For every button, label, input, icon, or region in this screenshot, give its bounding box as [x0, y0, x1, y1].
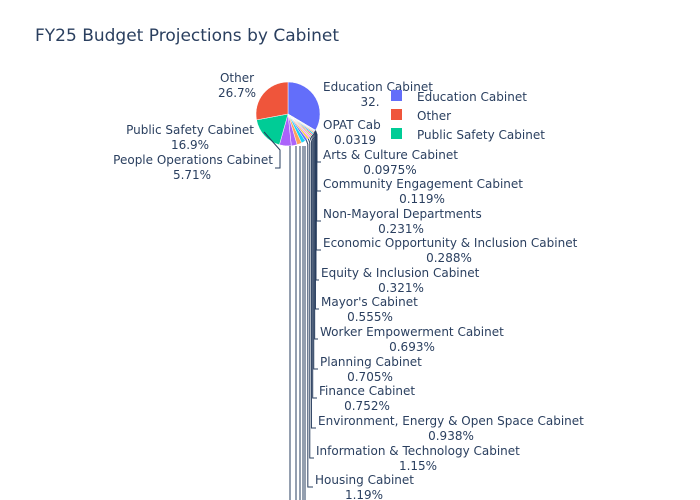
leader-lines [263, 130, 321, 500]
slice-label-non-mayoral-departments: Non-Mayoral Departments [323, 207, 482, 221]
slice-percent-housing-cabinet: 1.19% [345, 488, 383, 500]
chart-title: FY25 Budget Projections by Cabinet [35, 26, 339, 46]
legend-label: Other [417, 109, 451, 123]
legend-swatch [391, 109, 402, 120]
slice-percent-planning-cabinet: 0.705% [347, 370, 393, 384]
slice-label-public-safety-cabinet: Public Safety Cabinet [126, 123, 254, 137]
slice-percent-finance-cabinet: 0.752% [344, 399, 390, 413]
slice-label-community-engagement-cabinet: Community Engagement Cabinet [323, 177, 523, 191]
slice-label-economic-opportunity-inclusion-cabinet: Economic Opportunity & Inclusion Cabinet [323, 236, 578, 250]
leader-line-worker-empowerment-cabinet [312, 133, 318, 340]
leader-line-information-technology-cabinet [307, 138, 314, 459]
slice-percent-education-cabinet: 32. [360, 95, 379, 109]
pie-slices [255, 81, 321, 147]
leader-line-people-operations-cabinet [263, 131, 281, 169]
leader-line-environment-energy-open-space-cabinet [309, 137, 316, 429]
legend-swatch [391, 128, 402, 139]
slice-percent-opat-cab: 0.0319 [334, 133, 376, 147]
pie-slice-education-cabinet-0 [287, 81, 321, 131]
slice-label-other: Other [220, 71, 254, 85]
slice-label-finance-cabinet: Finance Cabinet [319, 384, 415, 398]
slice-percent-information-technology-cabinet: 1.15% [399, 459, 437, 473]
slice-label-equity-inclusion-cabinet: Equity & Inclusion Cabinet [321, 266, 480, 280]
slice-percent-public-safety-cabinet: 16.9% [171, 138, 209, 152]
leader-line-housing-cabinet [305, 140, 313, 488]
slice-percent-other: 26.7% [218, 86, 256, 100]
legend: Education Cabinet Other Public Safety Cabi… [391, 90, 545, 142]
leader-line-finance-cabinet [310, 135, 317, 399]
slice-percent-environment-energy-open-space-cabinet: 0.938% [428, 429, 474, 443]
slice-label-people-operations-cabinet: People Operations Cabinet [113, 153, 273, 167]
slice-percent-economic-opportunity-inclusion-cabinet: 0.288% [426, 251, 472, 265]
legend-item-public-safety-cabinet[interactable]: Public Safety Cabinet [391, 128, 545, 142]
slice-label-mayor-s-cabinet: Mayor's Cabinet [321, 295, 418, 309]
legend-item-other[interactable]: Other [391, 109, 451, 123]
slice-label-worker-empowerment-cabinet: Worker Empowerment Cabinet [320, 325, 504, 339]
slice-percent-non-mayoral-departments: 0.231% [378, 222, 424, 236]
legend-item-education-cabinet[interactable]: Education Cabinet [391, 90, 527, 104]
slice-label-opat-cab: OPAT Cab [323, 118, 381, 132]
slice-label-education-cabinet: Education Cabinet [323, 80, 433, 94]
leader-line-equity-inclusion-cabinet [314, 131, 319, 281]
slice-percent-arts-culture-cabinet: 0.0975% [363, 163, 416, 177]
slice-percent-community-engagement-cabinet: 0.119% [399, 192, 445, 206]
slice-percent-worker-empowerment-cabinet: 0.693% [389, 340, 435, 354]
leader-line-planning-cabinet [311, 134, 318, 370]
slice-percent-equity-inclusion-cabinet: 0.321% [378, 281, 424, 295]
slice-label-environment-energy-open-space-cabinet: Environment, Energy & Open Space Cabinet [318, 414, 584, 428]
pie-slice-other-19 [255, 81, 289, 121]
slice-percent-mayor-s-cabinet: 0.555% [347, 310, 393, 324]
slice-label-information-technology-cabinet: Information & Technology Cabinet [316, 444, 520, 458]
legend-label: Public Safety Cabinet [417, 128, 545, 142]
legend-label: Education Cabinet [417, 90, 527, 104]
slice-label-planning-cabinet: Planning Cabinet [320, 355, 422, 369]
slice-label-arts-culture-cabinet: Arts & Culture Cabinet [323, 148, 458, 162]
legend-swatch [391, 90, 402, 101]
slice-percent-people-operations-cabinet: 5.71% [173, 168, 211, 182]
leader-line-mayor-s-cabinet [313, 132, 319, 310]
slice-label-housing-cabinet: Housing Cabinet [315, 473, 414, 487]
